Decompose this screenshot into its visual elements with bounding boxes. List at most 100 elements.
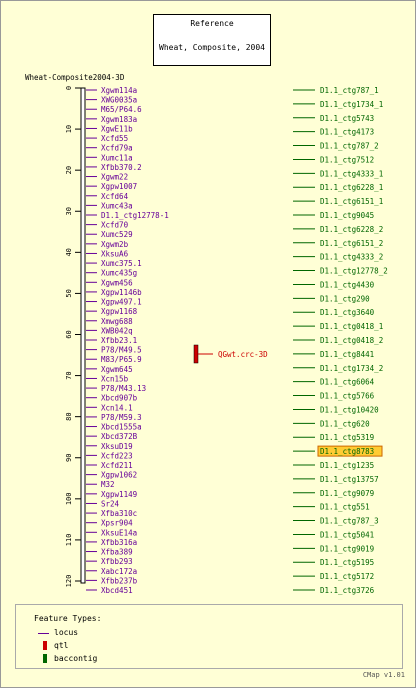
- contig-label[interactable]: D1.1_ctg9019: [320, 544, 374, 553]
- contig-label[interactable]: D1.1_ctg290: [320, 294, 370, 303]
- locus-label[interactable]: M83/P65.9: [101, 355, 142, 364]
- locus-label[interactable]: Xbcd451: [101, 586, 133, 595]
- locus-label[interactable]: Xgpw1168: [101, 307, 138, 316]
- locus-label[interactable]: XksuD19: [101, 442, 133, 451]
- locus-label[interactable]: Xgwm456: [101, 278, 133, 287]
- legend-title: Feature Types:: [34, 614, 102, 623]
- locus-label[interactable]: Xcfd79a: [101, 144, 133, 153]
- locus-label[interactable]: Xcn14.1: [101, 403, 133, 412]
- locus-label[interactable]: Xfbb23.1: [101, 336, 137, 345]
- contig-label[interactable]: D1.1_ctg8441: [320, 350, 374, 359]
- contig-label[interactable]: D1.1_ctg0418_1: [320, 322, 383, 331]
- contig-label[interactable]: D1.1_ctg5041: [320, 530, 374, 539]
- locus-label[interactable]: Xpsr904: [101, 519, 133, 528]
- locus-label[interactable]: Xumc529: [101, 230, 133, 239]
- contig-label[interactable]: D1.1_ctg787_3: [320, 517, 379, 526]
- contig-label[interactable]: D1.1_ctg1734_2: [320, 364, 383, 373]
- contig-label[interactable]: D1.1_ctg620: [320, 419, 370, 428]
- locus-label[interactable]: Xgwm114a: [101, 86, 137, 95]
- contig-label[interactable]: D1.1_ctg5319: [320, 433, 374, 442]
- contig-label[interactable]: D1.1_ctg4430: [320, 280, 375, 289]
- locus-label[interactable]: Xgpw1007: [101, 182, 137, 191]
- axis-tick-label: 30: [65, 207, 73, 215]
- contig-label[interactable]: D1.1_ctg1235: [320, 461, 374, 470]
- locus-label[interactable]: Xcfd55: [101, 134, 128, 143]
- contig-label[interactable]: D1.1_ctg5172: [320, 572, 374, 581]
- qtl-label[interactable]: QGwt.crc-3D: [218, 350, 268, 359]
- contig-label[interactable]: D1.1_ctg1734_1: [320, 100, 383, 109]
- contig-label[interactable]: D1.1_ctg8783: [320, 447, 374, 456]
- locus-label[interactable]: Xfbb293: [101, 557, 133, 566]
- locus-label[interactable]: Xumc435g: [101, 269, 137, 278]
- contig-label[interactable]: D1.1_ctg6151_1: [320, 197, 383, 206]
- locus-label[interactable]: Xgpw1149: [101, 490, 137, 499]
- contig-label[interactable]: D1.1_ctg13757: [320, 475, 379, 484]
- legend: Feature Types: locus qtl baccontig: [15, 604, 403, 669]
- locus-label[interactable]: XksuE14a: [101, 528, 137, 537]
- locus-label[interactable]: Xumc11a: [101, 153, 133, 162]
- locus-label[interactable]: Xcfd70: [101, 221, 129, 230]
- axis-tick-label: 70: [65, 371, 73, 379]
- locus-label[interactable]: Xcfd64: [101, 192, 129, 201]
- contig-label[interactable]: D1.1_ctg4333_2: [320, 253, 383, 262]
- contig-label[interactable]: D1.1_ctg4173: [320, 128, 374, 137]
- locus-label[interactable]: Xbcd372B: [101, 432, 138, 441]
- locus-label[interactable]: Xumc43a: [101, 201, 133, 210]
- map-title[interactable]: Wheat-Composite2004-3D: [25, 73, 125, 82]
- locus-label[interactable]: Xgpw1062: [101, 471, 137, 480]
- contig-label[interactable]: D1.1_ctg4333_1: [320, 169, 383, 178]
- contig-label[interactable]: D1.1_ctg7512: [320, 155, 374, 164]
- axis-tick-label: 60: [65, 330, 73, 338]
- contig-label[interactable]: D1.1_ctg787_1: [320, 86, 379, 95]
- locus-label[interactable]: P78/M43.13: [101, 384, 146, 393]
- contig-label[interactable]: D1.1_ctg0418_2: [320, 336, 383, 345]
- locus-label[interactable]: M32: [101, 480, 115, 489]
- map-axis-bar[interactable]: [80, 87, 86, 584]
- locus-label[interactable]: Xgwm22: [101, 173, 128, 182]
- locus-label[interactable]: Xmwg688: [101, 317, 133, 326]
- locus-label[interactable]: Xgpw497.1: [101, 298, 142, 307]
- locus-label[interactable]: XWB042q: [101, 326, 133, 335]
- contig-label[interactable]: D1.1_ctg6228_2: [320, 225, 383, 234]
- contig-label[interactable]: D1.1_ctg3640: [320, 308, 375, 317]
- locus-label[interactable]: Xumc375.1: [101, 259, 142, 268]
- locus-label[interactable]: Xgpw1146b: [101, 288, 142, 297]
- locus-label[interactable]: Xcfd211: [101, 461, 133, 470]
- contig-label[interactable]: D1.1_ctg5195: [320, 558, 374, 567]
- contig-label[interactable]: D1.1_ctg6228_1: [320, 183, 383, 192]
- locus-label[interactable]: Sr24: [101, 499, 120, 508]
- locus-label[interactable]: XksuA6: [101, 249, 129, 258]
- locus-label[interactable]: P78/M59.3: [101, 413, 142, 422]
- reference-box[interactable]: Reference Wheat, Composite, 2004: [153, 14, 271, 66]
- locus-label[interactable]: Xcn15b: [101, 374, 129, 383]
- locus-label[interactable]: Xgwm645: [101, 365, 133, 374]
- locus-label[interactable]: Xgwm2b: [101, 240, 129, 249]
- contig-label[interactable]: D1.1_ctg787_2: [320, 142, 379, 151]
- locus-label[interactable]: Xcfd223: [101, 451, 133, 460]
- locus-label[interactable]: Xbcd1555a: [101, 423, 142, 432]
- locus-label[interactable]: Xfba310c: [101, 509, 137, 518]
- locus-label[interactable]: Xfba389: [101, 548, 133, 557]
- contig-label[interactable]: D1.1_ctg10420: [320, 405, 379, 414]
- contig-label[interactable]: D1.1_ctg5766: [320, 392, 375, 401]
- contig-label[interactable]: D1.1_ctg5743: [320, 114, 374, 123]
- locus-label[interactable]: Xfbb316a: [101, 538, 137, 547]
- locus-label[interactable]: Xabc172a: [101, 567, 137, 576]
- locus-label[interactable]: XWG0035a: [101, 96, 137, 105]
- locus-label[interactable]: M65/P64.6: [101, 105, 142, 114]
- contig-label[interactable]: D1.1_ctg6151_2: [320, 239, 383, 248]
- locus-label[interactable]: Xfbb370.2: [101, 163, 142, 172]
- locus-label[interactable]: XgwE11b: [101, 124, 133, 133]
- contig-label[interactable]: D1.1_ctg9045: [320, 211, 374, 220]
- contig-label[interactable]: D1.1_ctg6064: [320, 378, 375, 387]
- contig-label[interactable]: D1.1_ctg551: [320, 503, 370, 512]
- contig-label[interactable]: D1.1_ctg9079: [320, 489, 374, 498]
- locus-label[interactable]: P78/M49.5: [101, 346, 142, 355]
- locus-label[interactable]: Xbcd907b: [101, 394, 138, 403]
- qtl-bar[interactable]: [193, 344, 199, 364]
- locus-label[interactable]: Xgwm183a: [101, 115, 137, 124]
- contig-label[interactable]: D1.1_ctg12778_2: [320, 267, 388, 276]
- locus-label[interactable]: D1.1_ctg12778-1: [101, 211, 169, 220]
- contig-label[interactable]: D1.1_ctg3726: [320, 586, 375, 595]
- locus-label[interactable]: Xfbb237b: [101, 576, 138, 585]
